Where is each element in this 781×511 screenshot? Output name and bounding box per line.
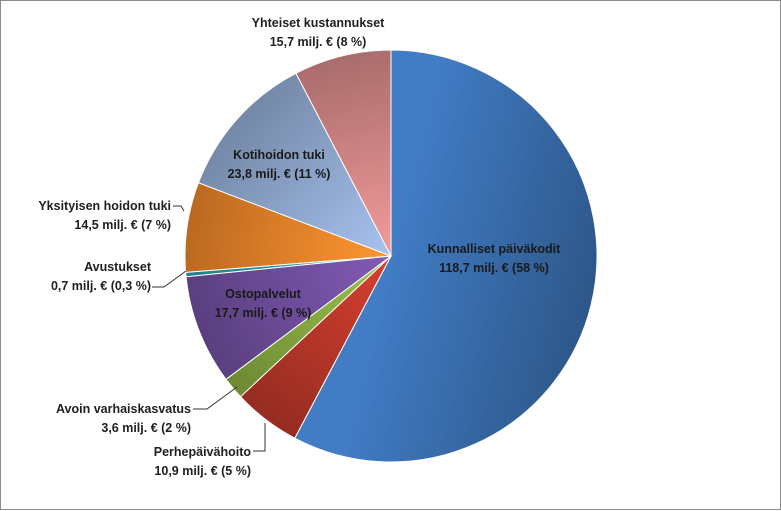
slice-label-0: Kunnalliset päiväkodit 118,7 milj. € (58 … [428, 242, 562, 275]
slice-name-4: Avustukset [84, 260, 152, 274]
slice-value-3: 17,7 milj. € (9 %) [215, 306, 312, 320]
slice-value-7: 15,7 milj. € (8 %) [270, 35, 367, 49]
slice-value-0: 118,7 milj. € (58 %) [439, 261, 549, 275]
slice-value-5: 14,5 milj. € (7 %) [74, 218, 171, 232]
slice-name-7: Yhteiset kustannukset [252, 16, 386, 30]
slice-label-6: Kotihoidon tuki 23,8 milj. € (11 %) [228, 148, 331, 181]
slice-value-2: 3,6 milj. € (2 %) [101, 421, 191, 435]
slice-label-3: Ostopalvelut 17,7 milj. € (9 %) [215, 287, 312, 320]
leader-line-1 [253, 423, 266, 452]
pie-slice-3 [185, 255, 393, 381]
slice-label-7: Yhteiset kustannukset 15,7 milj. € (8 %) [252, 16, 386, 49]
slice-name-3: Ostopalvelut [225, 287, 302, 301]
slice-label-1: Perhepäivähoito 10,9 milj. € (5 %) [154, 445, 252, 478]
slice-name-1: Perhepäivähoito [154, 445, 252, 459]
slice-name-2: Avoin varhaiskasvatus [56, 402, 191, 416]
leader-line-4 [152, 270, 187, 288]
leader-line-5 [173, 205, 185, 212]
slice-name-0: Kunnalliset päiväkodit [428, 242, 562, 256]
slice-label-4: Avustukset 0,7 milj. € (0,3 %) [51, 260, 152, 293]
slice-label-5: Yksityisen hoidon tuki 14,5 milj. € (7 %) [38, 199, 171, 232]
slice-value-4: 0,7 milj. € (0,3 %) [51, 279, 151, 293]
pie-slice-6 [197, 72, 393, 257]
slice-label-2: Avoin varhaiskasvatus 3,6 milj. € (2 %) [56, 402, 191, 435]
slice-value-1: 10,9 milj. € (5 %) [154, 464, 251, 478]
slice-name-5: Yksityisen hoidon tuki [38, 199, 171, 213]
pie-slice-7 [295, 49, 392, 257]
slice-value-6: 23,8 milj. € (11 %) [228, 167, 331, 181]
leader-line-2 [193, 386, 238, 410]
slice-name-6: Kotihoidon tuki [233, 148, 325, 162]
pie-slice-0 [294, 49, 598, 463]
